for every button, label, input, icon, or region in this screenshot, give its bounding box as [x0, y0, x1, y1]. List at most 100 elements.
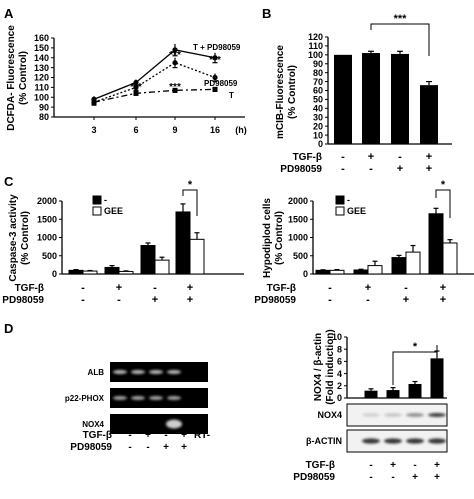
blot-band — [384, 438, 402, 444]
panel-a-x-tick-label: 6 — [133, 125, 138, 135]
panel-d-bar-bar — [386, 390, 400, 398]
panel-c-hypodiploid-treatment-sign: + — [440, 282, 446, 294]
panel-c-hypodiploid-treatment-sign: + — [365, 282, 371, 294]
panel-letter-a: A — [4, 6, 14, 21]
panel-c-caspase-y-tick-label: 0 — [52, 269, 57, 279]
panel-a-y-tick-label: 160 — [34, 33, 49, 43]
panel-c-hypodiploid-y-tick-label: 500 — [293, 251, 308, 261]
panel-a-y-label-line1: DCFDA- Fluorescence — [6, 25, 17, 131]
blot-band — [428, 438, 446, 444]
gel-band — [166, 419, 182, 429]
panel-c-caspase-bar — [140, 245, 156, 275]
gel-treatment-sign: - — [146, 442, 149, 453]
panel-b-y-tick-label: 10 — [313, 130, 323, 140]
panel-d-bar-y-tick-label: 4 — [337, 369, 342, 379]
panel-c-hypodiploid-bar — [329, 269, 345, 275]
panel-b-treatment-sign: + — [426, 163, 432, 175]
panel-a-y-label-line2: (% Control) — [18, 51, 29, 105]
panel-c-hypodiploid-treatment-sign: - — [328, 294, 332, 306]
panel-letter-b: B — [262, 6, 271, 21]
panel-d-bar-y-tick-label: 2 — [337, 381, 342, 391]
gel-treatment-label: TGF-β — [83, 430, 112, 441]
blot-treatment-sign: - — [369, 460, 372, 471]
panel-b-y-tick-label: 80 — [313, 68, 323, 78]
blot-treatment-sign: - — [413, 460, 416, 471]
panel-c-hypodiploid-treatment-sign: + — [440, 294, 446, 306]
panel-b-y-tick-label: 50 — [313, 95, 323, 105]
panel-d-bar-bar — [408, 383, 422, 398]
gel-band — [149, 370, 163, 374]
gel-treatment-sign: - — [164, 430, 167, 441]
panel-b-treatment-sign: - — [341, 151, 345, 163]
panel-c-caspase-significance-bracket — [182, 189, 198, 216]
panel-a-y-tick-label: 90 — [39, 102, 49, 112]
panel-b-y-label-line1: mCIB-Fluorescence — [275, 45, 286, 139]
panel-b-y-tick-label: 60 — [313, 86, 323, 96]
blot-treatment-sign: - — [369, 472, 372, 483]
panel-b-treatment-sign: + — [426, 151, 432, 163]
panel-c-caspase-bar — [118, 270, 134, 275]
panel-a-y-tick-label: 120 — [34, 73, 49, 83]
panel-a-annotation: *** — [169, 82, 181, 93]
panel-c-hypodiploid-significance-label: * — [441, 179, 446, 191]
panel-c-caspase-legend-label: GEE — [104, 206, 123, 216]
panel-d-bar-y-tick-label: 8 — [337, 344, 342, 354]
blot-treatment-sign: + — [412, 472, 418, 483]
panel-b-bar — [362, 53, 380, 144]
gel-row-label: p22-PHOX — [65, 394, 105, 403]
gel-treatment-sign: - — [128, 430, 131, 441]
panel-a-x-unit: (h) — [235, 125, 247, 135]
blot-treatment-label: TGF-β — [306, 460, 335, 471]
gel-band — [131, 370, 145, 374]
panel-c-caspase-treatment-sign: - — [81, 282, 85, 294]
panel-c-hypodiploid-y-label-line1: Hypodiplod cells — [262, 198, 273, 278]
gel-row-label: ALB — [88, 368, 105, 377]
panel-a-series-line — [93, 88, 216, 103]
blot-treatment-sign: - — [391, 472, 394, 483]
panel-b-treatment-sign: - — [369, 163, 373, 175]
panel-c-hypodiploid-legend-label: - — [347, 195, 350, 205]
gel-band — [113, 396, 127, 400]
gel-treatment-sign: RT- — [194, 430, 210, 441]
panel-a-data-point — [172, 60, 178, 66]
panel-a-annotation: *** — [209, 55, 221, 66]
panel-c-caspase-bar — [189, 238, 205, 275]
panel-a-data-point — [172, 87, 178, 93]
panel-a-data-point — [212, 55, 218, 61]
panel-a-series-label: T + PD98059 — [193, 43, 241, 52]
panel-c-caspase-y-tick-label: 2000 — [37, 196, 57, 206]
gel-treatment-label: PD98059 — [70, 442, 112, 453]
panel-letter-c: C — [4, 174, 14, 189]
panel-a-y-tick-label: 150 — [34, 43, 49, 53]
panel-a-y-tick-label: 110 — [34, 83, 49, 93]
gel-treatment-sign: - — [128, 442, 131, 453]
panel-c-caspase-legend-swatch — [92, 206, 102, 216]
panel-c-caspase-treatment-sign: - — [153, 282, 157, 294]
panel-c-caspase-bar — [154, 259, 170, 275]
panel-b-treatment-sign: - — [398, 151, 402, 163]
panel-c-hypodiploid-significance-bracket — [435, 189, 451, 218]
gel-treatment-sign: + — [145, 430, 151, 441]
panel-c-caspase-y-tick-label: 1500 — [37, 214, 57, 224]
panel-a-y-tick-label: 140 — [34, 53, 49, 63]
panel-b-y-tick-label: 120 — [308, 32, 323, 42]
panel-a-y-tick-label: 80 — [39, 112, 49, 122]
panel-c-hypodiploid-bar — [405, 251, 421, 275]
panel-a-annotation: *** — [169, 50, 181, 61]
panel-c-hypodiploid-y-tick-label: 1000 — [288, 233, 308, 243]
panel-c-caspase-treatment-sign: - — [117, 294, 121, 306]
blot-band — [362, 413, 380, 417]
panel-d-bar-bar — [364, 390, 378, 398]
panel-c-hypodiploid-legend-swatch — [335, 195, 345, 205]
panel-c-hypodiploid-treatment-sign: + — [403, 294, 409, 306]
panel-c-caspase-chart: 0 500 1000 1500 2000 Caspase-3 activity (% Con… — [2, 179, 244, 306]
panel-a-data-point — [212, 86, 218, 92]
panel-c-caspase-legend-label: - — [104, 195, 107, 205]
blot-band — [406, 413, 424, 417]
panel-a-data-point — [91, 99, 97, 105]
